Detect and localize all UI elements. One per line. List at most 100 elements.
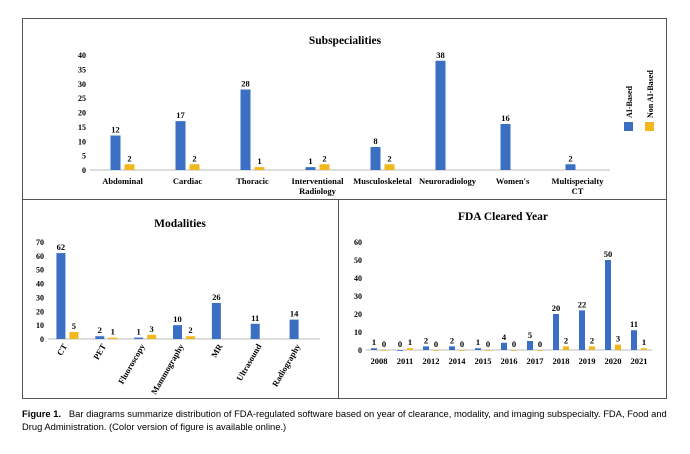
- data-label: 14: [290, 309, 299, 319]
- data-label: 1: [372, 337, 376, 347]
- bar-non-ai-based: [381, 350, 387, 351]
- bar-non-ai-based: [189, 164, 200, 170]
- data-label: 1: [111, 327, 115, 337]
- data-label: 2: [564, 335, 568, 345]
- category-label: Cardiac: [173, 176, 203, 186]
- subspecialities-chart: Subspecialities0510152025303540122Abdomi…: [78, 35, 655, 196]
- y-tick-label: 0: [82, 166, 86, 175]
- data-label: 12: [111, 125, 120, 135]
- bar-ai-based: [475, 348, 481, 350]
- bar-ai-based: [110, 135, 121, 170]
- data-label: 1: [642, 337, 646, 347]
- bar-non-ai-based: [186, 336, 195, 339]
- y-tick-label: 40: [354, 274, 362, 283]
- bar-ai-based: [56, 253, 66, 339]
- data-label: 3: [616, 334, 620, 344]
- y-tick-label: 10: [36, 321, 44, 330]
- data-label: 5: [528, 330, 532, 340]
- bar-ai-based: [397, 350, 403, 351]
- bar-non-ai-based: [537, 350, 543, 351]
- y-tick-label: 30: [36, 293, 44, 302]
- category-label: 2011: [397, 356, 414, 366]
- chart-title: FDA Cleared Year: [458, 211, 548, 223]
- bar-non-ai-based: [641, 348, 647, 350]
- bar-ai-based: [605, 260, 611, 350]
- bar-ai-based: [553, 314, 559, 350]
- bar-ai-based: [95, 336, 105, 339]
- y-tick-label: 60: [36, 252, 44, 261]
- data-label: 2: [188, 325, 192, 335]
- category-label: Multispecialty: [552, 176, 605, 186]
- y-tick-label: 15: [78, 123, 86, 132]
- bar-ai-based: [423, 346, 429, 350]
- legend-label-non-ai-based: Non AI-Based: [646, 70, 655, 118]
- data-label: 1: [476, 337, 480, 347]
- bar-ai-based: [250, 323, 260, 339]
- category-label: 2015: [475, 356, 492, 366]
- chart-title: Subspecialities: [309, 35, 382, 47]
- data-label: 2: [322, 153, 326, 163]
- y-tick-label: 60: [354, 238, 362, 247]
- bar-non-ai-based: [433, 350, 439, 351]
- data-label: 0: [434, 339, 438, 349]
- bar-ai-based: [173, 325, 182, 339]
- data-label: 2: [424, 335, 428, 345]
- bar-non-ai-based: [319, 164, 330, 170]
- bar-ai-based: [500, 124, 511, 170]
- data-label: 2: [192, 153, 196, 163]
- bar-non-ai-based: [615, 344, 621, 350]
- data-label: 4: [502, 332, 507, 342]
- y-tick-label: 40: [78, 51, 86, 60]
- figure-caption: Figure 1. Bar diagrams summarize distrib…: [22, 407, 672, 433]
- panel-divider-horizontal: [22, 199, 667, 200]
- y-tick-label: 25: [78, 94, 86, 103]
- bar-ai-based: [240, 89, 251, 170]
- y-tick-label: 10: [354, 328, 362, 337]
- category-label: 2018: [553, 356, 570, 366]
- bar-non-ai-based: [511, 350, 517, 351]
- bar-ai-based: [289, 319, 299, 339]
- data-label: 0: [512, 339, 516, 349]
- data-label: 2: [387, 153, 391, 163]
- category-label: 2017: [527, 356, 545, 366]
- data-label: 1: [137, 327, 141, 337]
- y-tick-label: 20: [36, 307, 44, 316]
- data-label: 50: [604, 249, 613, 259]
- y-tick-label: 30: [78, 80, 86, 89]
- bar-ai-based: [435, 60, 446, 170]
- data-label: 5: [72, 321, 76, 331]
- data-label: 0: [398, 339, 402, 349]
- data-label: 11: [630, 319, 638, 329]
- caption-label: Figure 1.: [22, 408, 62, 419]
- category-label: Abdominal: [102, 176, 143, 186]
- y-tick-label: 20: [78, 109, 86, 118]
- category-label: Musculoskeletal: [353, 176, 412, 186]
- bar-ai-based: [371, 348, 377, 350]
- y-tick-label: 0: [358, 346, 362, 355]
- bar-non-ai-based: [563, 346, 569, 350]
- y-tick-label: 70: [36, 238, 44, 247]
- bar-ai-based: [175, 121, 186, 170]
- data-label: 11: [251, 313, 259, 323]
- bar-ai-based: [211, 302, 221, 339]
- category-label: Women's: [496, 176, 530, 186]
- legend-swatch-ai-based: [624, 122, 633, 131]
- data-label: 28: [241, 79, 250, 89]
- y-tick-label: 5: [82, 152, 86, 161]
- bar-non-ai-based: [485, 350, 491, 351]
- y-tick-label: 30: [354, 292, 362, 301]
- data-label: 26: [212, 292, 221, 302]
- bar-non-ai-based: [108, 337, 118, 339]
- data-label: 1: [308, 156, 312, 166]
- bar-ai-based: [134, 337, 144, 339]
- category-label: CT: [572, 186, 584, 196]
- data-label: 2: [450, 335, 454, 345]
- category-label: Neuroradiology: [419, 176, 477, 186]
- data-label: 16: [501, 113, 510, 123]
- category-label: 2008: [371, 356, 388, 366]
- y-tick-label: 50: [36, 266, 44, 275]
- figure-frame: [22, 18, 667, 399]
- bar-non-ai-based: [69, 332, 79, 339]
